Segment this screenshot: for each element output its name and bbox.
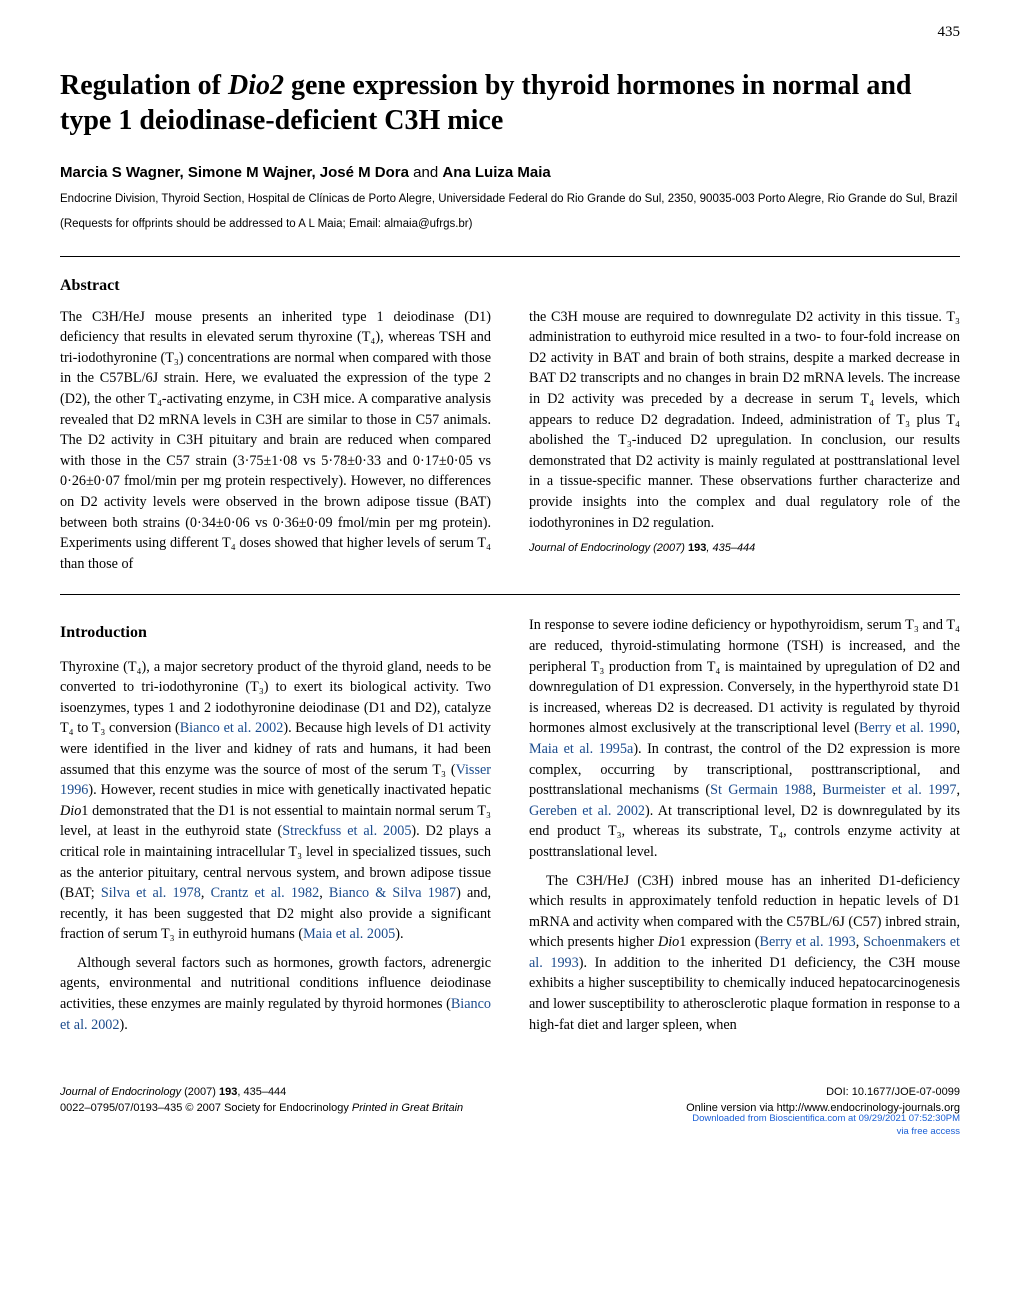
intro-col-right: In response to severe iodine deficiency … [529,615,960,1043]
text-fragment: Although several factors such as hormone… [60,955,491,1012]
text-fragment: ). [395,926,403,942]
text-fragment: In response to severe iodine deficiency … [529,617,960,736]
abstract-left-paragraph: The C3H/HeJ mouse presents an inherited … [60,307,491,575]
text-fragment: , [319,885,329,901]
watermark-line1: Downloaded from Bioscientifica.com at 09… [692,1113,960,1125]
authors-group-2: Ana Luiza Maia [442,164,550,181]
text-fragment: ). [120,1017,128,1033]
intro-columns: Introduction Thyroxine (T₄), a major sec… [60,615,960,1043]
copyright-text: 0022–0795/07/0193–435 © 2007 Society for… [60,1102,352,1114]
intro-right-p1: In response to severe iodine deficiency … [529,615,960,862]
citation-link[interactable]: Maia et al. 1995a [529,741,633,757]
footer-journal-citation: Journal of Endocrinology (2007) 193, 435… [60,1085,463,1100]
footer-journal-pages: , 435–444 [237,1086,286,1098]
citation-link[interactable]: Silva et al. 1978 [101,885,201,901]
journal-name: Journal of Endocrinology [529,542,650,554]
text-fragment: ). However, recent studies in mice with … [88,782,491,798]
affiliation-text: Endocrine Division, Thyroid Section, Hos… [60,191,960,208]
journal-volume: 193 [688,542,706,554]
title-italic-gene: Dio2 [228,70,284,101]
intro-right-p2: The C3H/HeJ (C3H) inbred mouse has an in… [529,871,960,1036]
citation-link[interactable]: Streckfuss et al. 2005 [282,823,411,839]
printed-in: Printed in Great Britain [352,1102,463,1114]
abstract-columns: The C3H/HeJ mouse presents an inherited … [60,307,960,583]
text-fragment: 1 expression ( [679,934,759,950]
abstract-col-right: the C3H mouse are required to downregula… [529,307,960,583]
correspondence-text: (Requests for offprints should be addres… [60,218,960,230]
citation-link[interactable]: Bianco & Silva 1987 [329,885,456,901]
text-fragment: ). In addition to the inherited D1 defic… [529,955,960,1033]
citation-link[interactable]: Berry et al. 1990 [859,720,956,736]
text-fragment: , [812,782,822,798]
divider-middle [60,594,960,595]
journal-pages: , 435–444 [706,542,755,554]
intro-left-p1: Thyroxine (T₄), a major secretory produc… [60,657,491,945]
abstract-section: Abstract The C3H/HeJ mouse presents an i… [60,277,960,583]
citation-link[interactable]: Berry et al. 1993 [759,934,855,950]
footer-copyright: 0022–0795/07/0193–435 © 2007 Society for… [60,1101,463,1116]
journal-year: (2007) [650,542,688,554]
divider-top [60,256,960,257]
footer-doi: DOI: 10.1677/JOE-07-0099 [686,1085,960,1100]
intro-col-left: Introduction Thyroxine (T₄), a major sec… [60,615,491,1043]
authors-group-1: Marcia S Wagner, Simone M Wajner, José M… [60,164,409,181]
article-title: Regulation of Dio2 gene expression by th… [60,68,960,138]
citation-link[interactable]: Gereben et al. 2002 [529,803,645,819]
gene-name: Dio [60,803,81,819]
footer-journal-year: (2007) [181,1086,219,1098]
page-footer: Journal of Endocrinology (2007) 193, 435… [60,1085,960,1116]
text-fragment: , [956,720,960,736]
citation-link[interactable]: St Germain 1988 [710,782,812,798]
abstract-right-paragraph: the C3H mouse are required to downregula… [529,307,960,534]
download-watermark: Downloaded from Bioscientifica.com at 09… [692,1113,960,1138]
watermark-line2: via free access [692,1126,960,1138]
title-part1: Regulation of [60,70,228,101]
citation-link[interactable]: Maia et al. 2005 [303,926,395,942]
abstract-heading: Abstract [60,277,960,295]
footer-journal-name: Journal of Endocrinology [60,1086,181,1098]
citation-link[interactable]: Crantz et al. 1982 [211,885,320,901]
citation-link[interactable]: Bianco et al. 2002 [180,720,284,736]
citation-link[interactable]: Burmeister et al. 1997 [822,782,956,798]
journal-citation-abstract: Journal of Endocrinology (2007) 193, 435… [529,541,960,557]
introduction-section: Introduction Thyroxine (T₄), a major sec… [60,615,960,1043]
intro-left-p2: Although several factors such as hormone… [60,953,491,1035]
intro-heading: Introduction [60,621,491,644]
authors-line: Marcia S Wagner, Simone M Wajner, José M… [60,164,960,181]
page-number: 435 [938,24,961,41]
text-fragment: , [201,885,211,901]
footer-left: Journal of Endocrinology (2007) 193, 435… [60,1085,463,1116]
text-fragment: , [956,782,960,798]
footer-right: DOI: 10.1677/JOE-07-0099 Online version … [686,1085,960,1116]
abstract-col-left: The C3H/HeJ mouse presents an inherited … [60,307,491,583]
footer-journal-volume: 193 [219,1086,237,1098]
authors-and: and [409,164,442,181]
gene-name: Dio [658,934,679,950]
